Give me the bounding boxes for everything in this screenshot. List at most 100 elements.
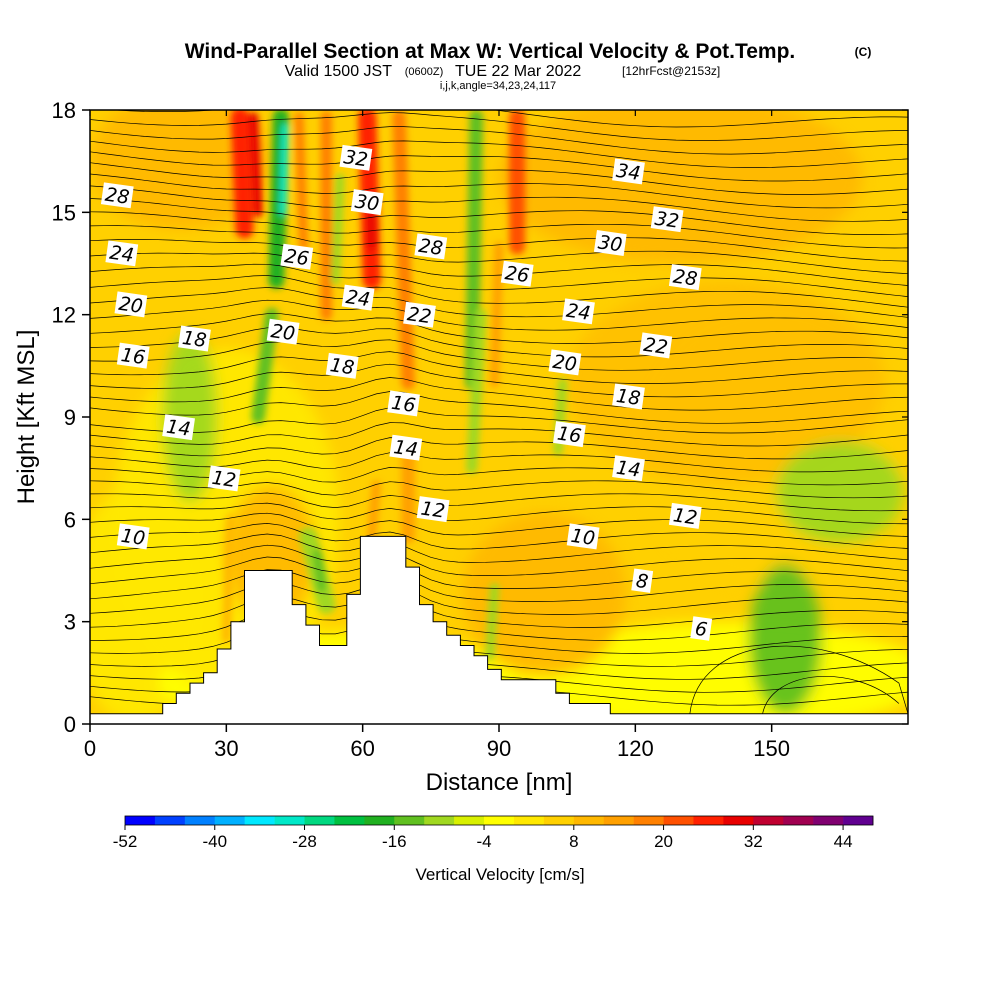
theta-contour-line [90, 287, 908, 318]
theta-contour-label-box [207, 465, 241, 492]
y-tick-label: 15 [52, 200, 76, 225]
x-tick-label: 0 [84, 736, 96, 761]
theta-contour-label-text: 32 [653, 208, 680, 233]
colorbar-swatch [334, 816, 365, 825]
velocity-region-broad [162, 331, 218, 503]
velocity-streak [330, 173, 345, 286]
colorbar-swatch [603, 816, 634, 825]
velocity-streak [294, 112, 309, 251]
theta-contour-label: 20 [266, 318, 300, 345]
colorbar-tick-label: -52 [113, 832, 138, 851]
velocity-streak [249, 112, 263, 217]
colorbar-swatch [424, 816, 455, 825]
colorbar-swatch [783, 816, 814, 825]
x-tick-label: 90 [487, 736, 511, 761]
velocity-streak [221, 514, 236, 644]
theta-contour-label-text: 18 [615, 385, 642, 410]
theta-contour-label-text: 32 [342, 146, 369, 171]
velocity-region-broad [499, 110, 863, 264]
theta-contour-label-box [387, 390, 420, 417]
theta-contour-line [689, 645, 908, 714]
theta-contour-label-box [612, 158, 645, 185]
theta-contour-line [90, 263, 908, 297]
theta-contour-line [90, 422, 908, 447]
x-tick-label: 150 [753, 736, 790, 761]
theta-contour-label-box [403, 301, 436, 328]
velocity-streak [485, 583, 500, 661]
velocity-streak [312, 548, 327, 593]
theta-contour-line [90, 407, 908, 434]
theta-contour-label-box [562, 298, 595, 325]
theta-contour-label: 22 [639, 332, 673, 359]
theta-contour-label: 32 [339, 144, 373, 171]
theta-contour-line [90, 377, 908, 411]
theta-contour-label-text: 12 [672, 504, 699, 529]
theta-contour-label: 28 [100, 182, 134, 209]
theta-contour-line [90, 604, 908, 641]
theta-contour-label-box [612, 383, 645, 410]
plot-area: 28 24 20 16 18 14 12 10 32 30 26 24 20 18 28 22 16 14 12 34… [89, 109, 909, 725]
theta-contour-label-text: 16 [390, 392, 417, 417]
theta-contour-label-text: 18 [181, 327, 208, 352]
velocity-region-broad [776, 440, 904, 544]
theta-contour-label-box [668, 502, 702, 529]
theta-contour-label-box [416, 496, 450, 523]
theta-contour-label: 24 [105, 240, 139, 267]
velocity-streak [489, 241, 504, 388]
theta-contour-line [90, 126, 908, 155]
theta-contour-line [90, 327, 908, 358]
theta-contour-label: 14 [162, 414, 195, 441]
colorbar-tick-label: -40 [202, 832, 227, 851]
velocity-region-broad [567, 280, 886, 486]
colorbar-tick-label: 44 [834, 832, 853, 851]
colorbar-tick-label: -28 [292, 832, 317, 851]
chart-title: Wind-Parallel Section at Max W: Vertical… [185, 40, 796, 63]
colorbar-swatch [394, 816, 425, 825]
theta-contour-line [90, 502, 908, 525]
subtitle-valid-utc: (0600Z) [405, 66, 444, 78]
theta-contour-label-box [339, 144, 373, 171]
theta-contour-label-text: 28 [104, 184, 131, 209]
theta-contour-label-text: 20 [117, 293, 144, 318]
velocity-streak [230, 110, 254, 239]
theta-contour-line [90, 339, 908, 371]
colorbar-swatch [484, 816, 515, 825]
theta-contour-label-text: 20 [269, 320, 296, 345]
theta-contour-label: 28 [414, 233, 448, 260]
theta-contour-label-box [553, 421, 586, 448]
theta-contour-label: 20 [548, 349, 582, 376]
theta-contour-label-text: 10 [569, 525, 596, 550]
theta-contour-label-box [341, 284, 375, 311]
theta-contour-line [90, 391, 908, 424]
theta-contour-label-box [162, 414, 195, 441]
subtitle-indices: i,j,k,angle=34,23,24,117 [440, 80, 556, 92]
theta-contour-label-text: 24 [565, 300, 592, 325]
theta-contour-label: 14 [612, 455, 645, 482]
theta-contour-label-text: 18 [329, 354, 356, 379]
y-tick-label: 9 [64, 405, 76, 430]
theta-contour-label-text: 34 [615, 160, 642, 185]
colorbar-swatch [364, 816, 395, 825]
theta-contour-label-box [566, 523, 600, 550]
colorbar-swatch [184, 816, 216, 825]
theta-contour-label-box [668, 264, 702, 291]
theta-contour-line [90, 523, 908, 550]
theta-contour-line [90, 173, 908, 209]
x-tick-label: 30 [214, 736, 238, 761]
theta-contour-label-text: 10 [120, 525, 147, 550]
theta-contour-label: 32 [650, 206, 684, 233]
theta-contour-label-box [116, 342, 150, 369]
theta-contour-line [90, 556, 908, 589]
theta-contour-label: 16 [387, 390, 420, 417]
y-tick-label: 6 [64, 507, 76, 532]
y-axis-label: Height [Kft MSL] [13, 330, 40, 505]
theta-contour-label-text: 24 [108, 242, 135, 267]
theta-contour-line [762, 676, 900, 714]
theta-contour-line [90, 492, 908, 512]
colorbar-tick-label: -16 [382, 832, 407, 851]
colorbar-swatch [154, 816, 186, 825]
theta-contour-line [90, 112, 908, 141]
theta-contour-label: 20 [114, 291, 148, 318]
theta-contour-line [90, 198, 908, 235]
theta-contour-label: 30 [350, 189, 384, 216]
